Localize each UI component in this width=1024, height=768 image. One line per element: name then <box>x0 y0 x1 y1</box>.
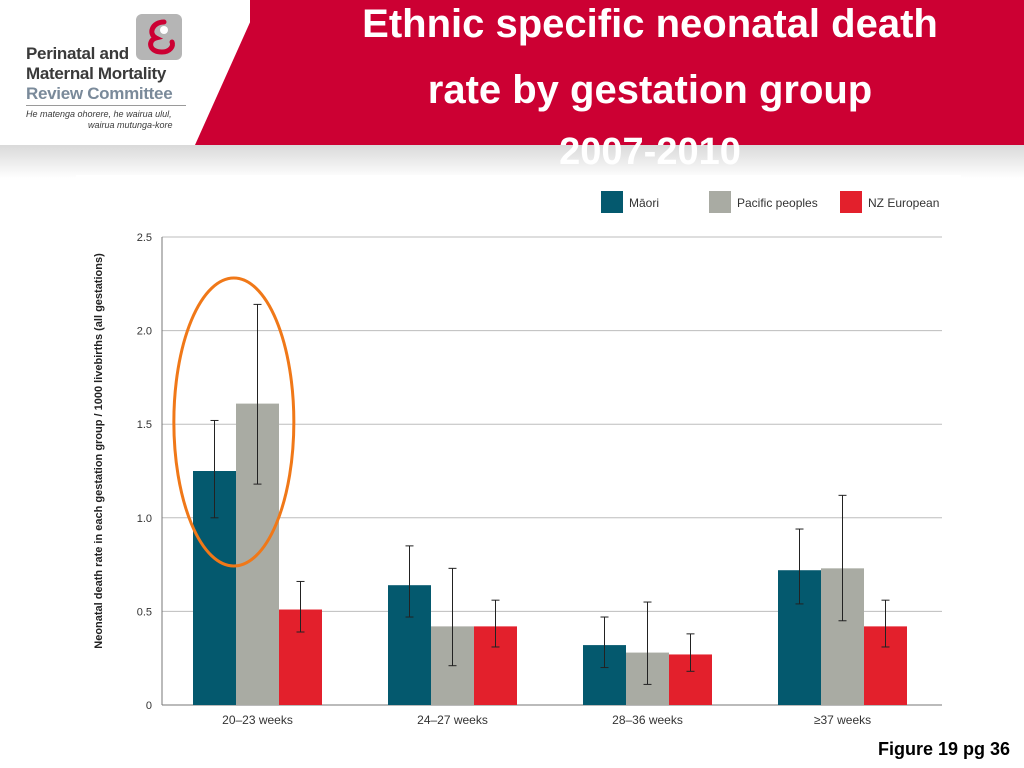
slide-title-line-2: rate by gestation group <box>427 68 873 112</box>
logo-divider <box>26 105 186 106</box>
y-tick-label: 0 <box>146 700 152 712</box>
x-tick-label: ≥37 weeks <box>814 713 871 727</box>
figure-reference: Figure 19 pg 36 <box>877 739 1010 759</box>
y-tick-label: 1.5 <box>137 419 152 431</box>
legend-label-2: NZ European <box>868 196 939 210</box>
legend-swatch-0 <box>601 191 623 213</box>
legend-label-1: Pacific peoples <box>737 196 818 210</box>
slide-title-line-3: 2007-2010 <box>559 131 741 173</box>
logo-text-line-2: Maternal Mortality <box>26 64 167 83</box>
legend-swatch-1 <box>709 191 731 213</box>
x-tick-label: 20–23 weeks <box>222 713 293 727</box>
chart-panel: 0 0.5 1.0 1.5 2.0 2.5 Neonatal death rate in e… <box>76 175 961 735</box>
slide-header: Perinatal and Maternal Mortality Review … <box>0 0 1024 180</box>
y-axis-title: Neonatal death rate in each gestation gr… <box>93 253 105 649</box>
slide-title-line-1: Ethnic specific neonatal death <box>362 2 938 46</box>
x-tick-label: 24–27 weeks <box>417 713 488 727</box>
header-red-band <box>185 0 1024 145</box>
y-tick-label: 2.0 <box>137 326 152 338</box>
logo-tagline-1: He matenga ohorere, he wairua ulul, <box>26 109 172 119</box>
legend-label-0: Māori <box>629 196 659 210</box>
x-tick-label: 28–36 weeks <box>612 713 683 727</box>
y-tick-label: 1.0 <box>137 513 152 525</box>
logo-text-line-3: Review Committee <box>26 84 173 103</box>
y-tick-label: 2.5 <box>137 232 152 244</box>
legend-swatch-2 <box>840 191 862 213</box>
bar-chart: 0 0.5 1.0 1.5 2.0 2.5 Neonatal death rate in e… <box>93 191 942 727</box>
logo-text-line-1: Perinatal and <box>26 44 129 63</box>
pmmrc-logo-icon <box>136 14 182 60</box>
y-tick-label: 0.5 <box>137 606 152 618</box>
logo-tagline-2: wairua mutunga-kore <box>88 120 173 130</box>
highlight-ellipse <box>172 276 296 568</box>
